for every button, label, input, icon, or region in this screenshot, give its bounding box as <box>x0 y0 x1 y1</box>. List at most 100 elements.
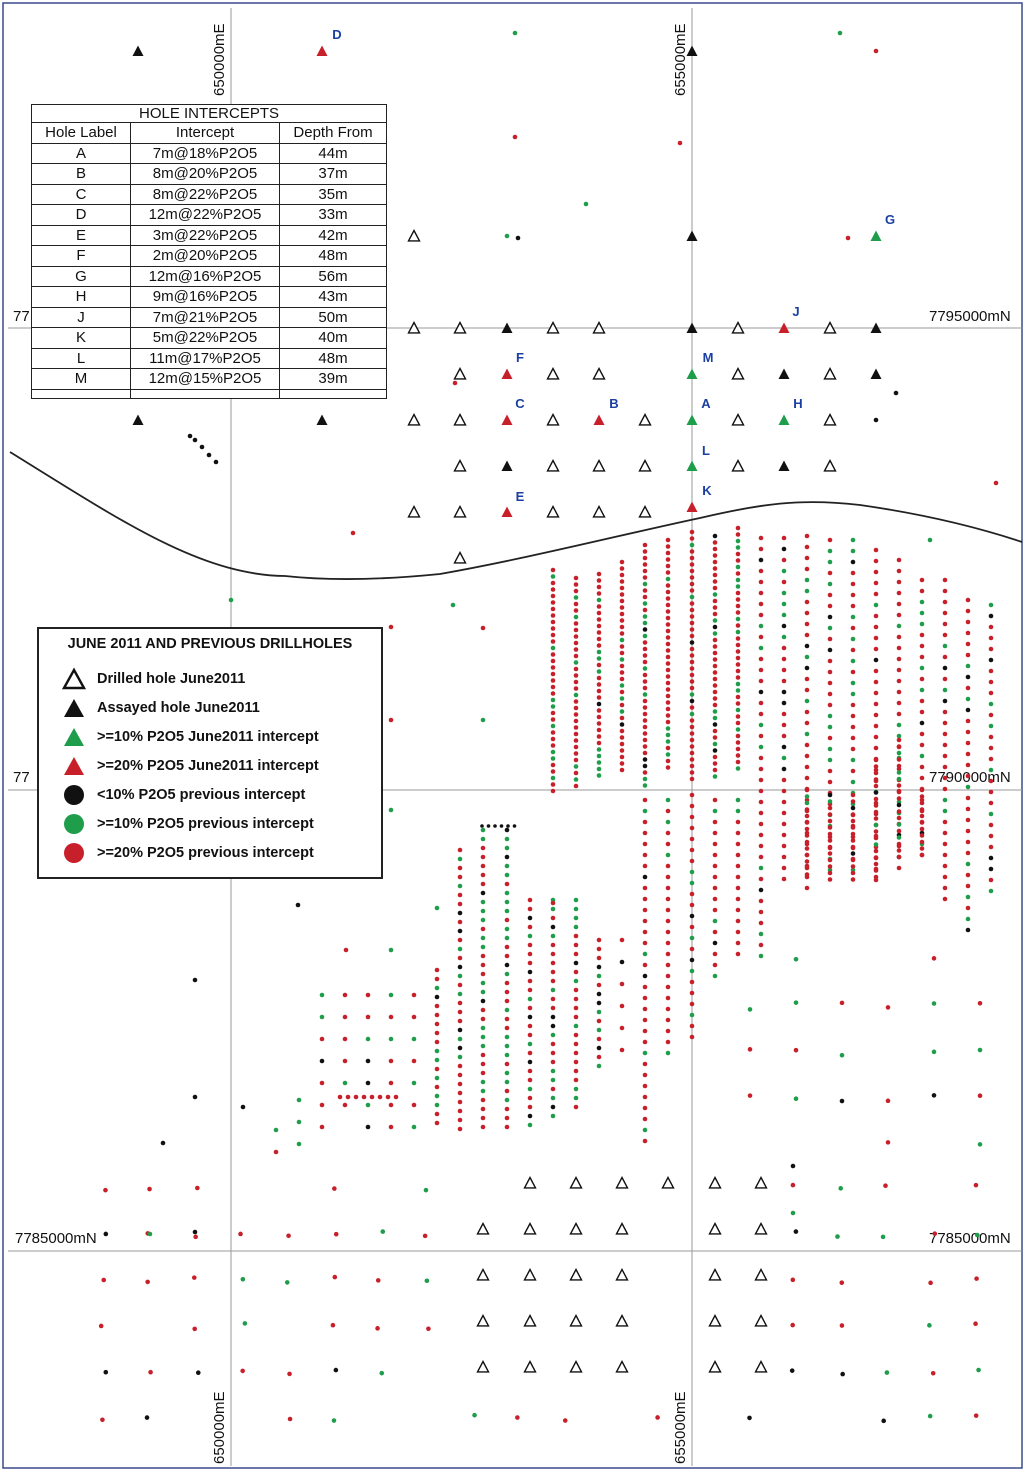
drillhole-dot <box>735 759 741 765</box>
drillhole-dot <box>655 1415 660 1420</box>
drillhole-dot <box>550 613 556 618</box>
drillhole-dot <box>642 808 648 814</box>
drillhole-dot <box>642 718 648 723</box>
drillhole-dot <box>804 885 810 891</box>
drillhole-dot <box>504 926 510 932</box>
drillhole-dot <box>319 1124 325 1130</box>
assayed-hole-triangle <box>686 322 698 333</box>
cell-intercept: 11m@17%P2O5 <box>130 347 280 369</box>
cell-hole-label: D <box>31 204 131 226</box>
drillhole-dot <box>573 640 579 646</box>
drilled-hole-triangle <box>592 458 606 472</box>
drillhole-dot <box>712 896 718 902</box>
drillhole-dot <box>619 709 625 714</box>
drillhole-dot <box>850 768 856 774</box>
drillhole-dot <box>919 588 925 594</box>
drillhole-dot <box>480 899 486 905</box>
drillhole-dot <box>665 732 671 738</box>
drillhole-dot <box>527 978 533 984</box>
drillhole-dot <box>504 1007 510 1013</box>
drillhole-dot <box>942 676 948 682</box>
drillhole-dot <box>927 1413 933 1419</box>
drillhole-dot <box>434 967 440 973</box>
legend-item: >=20% P2O5 previous intercept <box>61 840 314 866</box>
drillhole-dot <box>665 885 671 891</box>
drillhole-dot <box>331 1418 337 1423</box>
easting-label-655000-bottom: 655000mE <box>672 1391 689 1464</box>
drillhole-dot <box>342 1102 348 1108</box>
drillhole-dot <box>965 806 971 812</box>
drillhole-dot <box>665 896 671 902</box>
drillhole-dot <box>927 537 933 543</box>
northing-label-7790000-right: 7790000mN <box>929 769 1011 786</box>
drillhole-dot <box>965 652 971 658</box>
drillhole-dot <box>712 830 718 836</box>
drillhole-dot <box>457 955 463 961</box>
drillhole-dot <box>850 592 856 598</box>
drillhole-dot <box>642 863 648 869</box>
drillhole-dot <box>804 566 810 572</box>
drillhole-dot <box>735 623 741 628</box>
drillhole-dot <box>712 579 718 584</box>
drillhole-dot <box>873 822 879 828</box>
drillhole-dot <box>781 678 787 684</box>
drillhole-dot <box>411 1058 417 1064</box>
drillhole-dot <box>850 702 856 708</box>
drillhole-dot <box>712 951 718 957</box>
drillhole-dot <box>689 698 695 704</box>
drillhole-dot <box>919 720 925 726</box>
drillhole-dot <box>850 603 856 609</box>
drillhole-dot <box>977 1093 983 1099</box>
drillhole-dot <box>781 821 787 827</box>
drillhole-dot <box>735 830 741 836</box>
drillhole-dot <box>804 709 810 715</box>
drilled-hole-triangle <box>615 1175 629 1189</box>
drillhole-dot <box>965 707 971 713</box>
drillhole-dot <box>457 1099 463 1105</box>
legend-item: Drilled hole June2011 <box>61 666 245 692</box>
drillhole-dot <box>187 433 193 439</box>
drillhole-dot <box>642 620 648 626</box>
drillhole-dot <box>457 1018 463 1024</box>
drillhole-dot <box>596 669 602 674</box>
drilled-hole-triangle <box>823 458 837 472</box>
drillhole-dot <box>735 819 741 825</box>
drillhole-dot <box>689 614 695 619</box>
drillhole-dot <box>573 1104 579 1110</box>
drillhole-dot <box>411 1036 417 1042</box>
drillhole-dot <box>896 865 902 871</box>
drillhole-dot <box>919 610 925 616</box>
drillhole-dot <box>873 848 879 854</box>
drilled-hole-triangle <box>823 320 837 334</box>
drillhole-dot <box>758 766 764 772</box>
drillhole-dot <box>689 711 695 717</box>
drillhole-dot <box>642 1138 648 1144</box>
drillhole-dot <box>486 824 491 828</box>
drillhole-dot <box>988 723 994 729</box>
drillhole-dot <box>735 662 741 667</box>
drilled-hole-triangle <box>453 550 467 564</box>
drillhole-dot <box>988 888 994 894</box>
drillhole-dot <box>839 1323 845 1328</box>
drillhole-dot <box>642 555 648 561</box>
cell-depth-from: 50m <box>279 306 387 328</box>
drillhole-dot <box>689 620 695 626</box>
drillhole-dot <box>781 865 787 871</box>
drillhole-dot <box>988 844 994 850</box>
drillhole-dot <box>689 601 695 606</box>
drillhole-dot <box>850 735 856 741</box>
drillhole-dot <box>506 824 510 828</box>
drillhole-dot <box>573 1095 579 1101</box>
drillhole-dot <box>689 646 695 652</box>
drillhole-dot <box>850 636 856 642</box>
drillhole-dot <box>101 1277 107 1283</box>
drillhole-dot <box>665 674 671 679</box>
drillhole-dot <box>988 635 994 641</box>
drillhole-dot <box>550 906 556 912</box>
drillhole-dot <box>873 816 879 821</box>
drillhole-dot <box>573 673 579 678</box>
drillhole-dot <box>619 579 625 584</box>
drillhole-dot <box>573 660 579 665</box>
drillhole-dot <box>144 1415 150 1420</box>
